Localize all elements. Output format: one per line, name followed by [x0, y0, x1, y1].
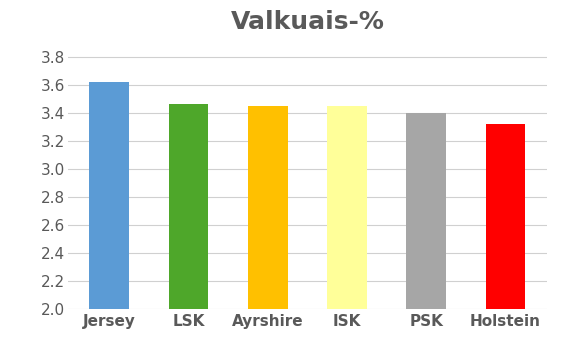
Bar: [407, 113, 446, 355]
Bar: [90, 82, 129, 355]
Bar: [486, 124, 525, 355]
Bar: [169, 104, 208, 355]
Bar: [248, 106, 288, 355]
Title: Valkuais-%: Valkuais-%: [231, 10, 384, 34]
Bar: [327, 106, 367, 355]
